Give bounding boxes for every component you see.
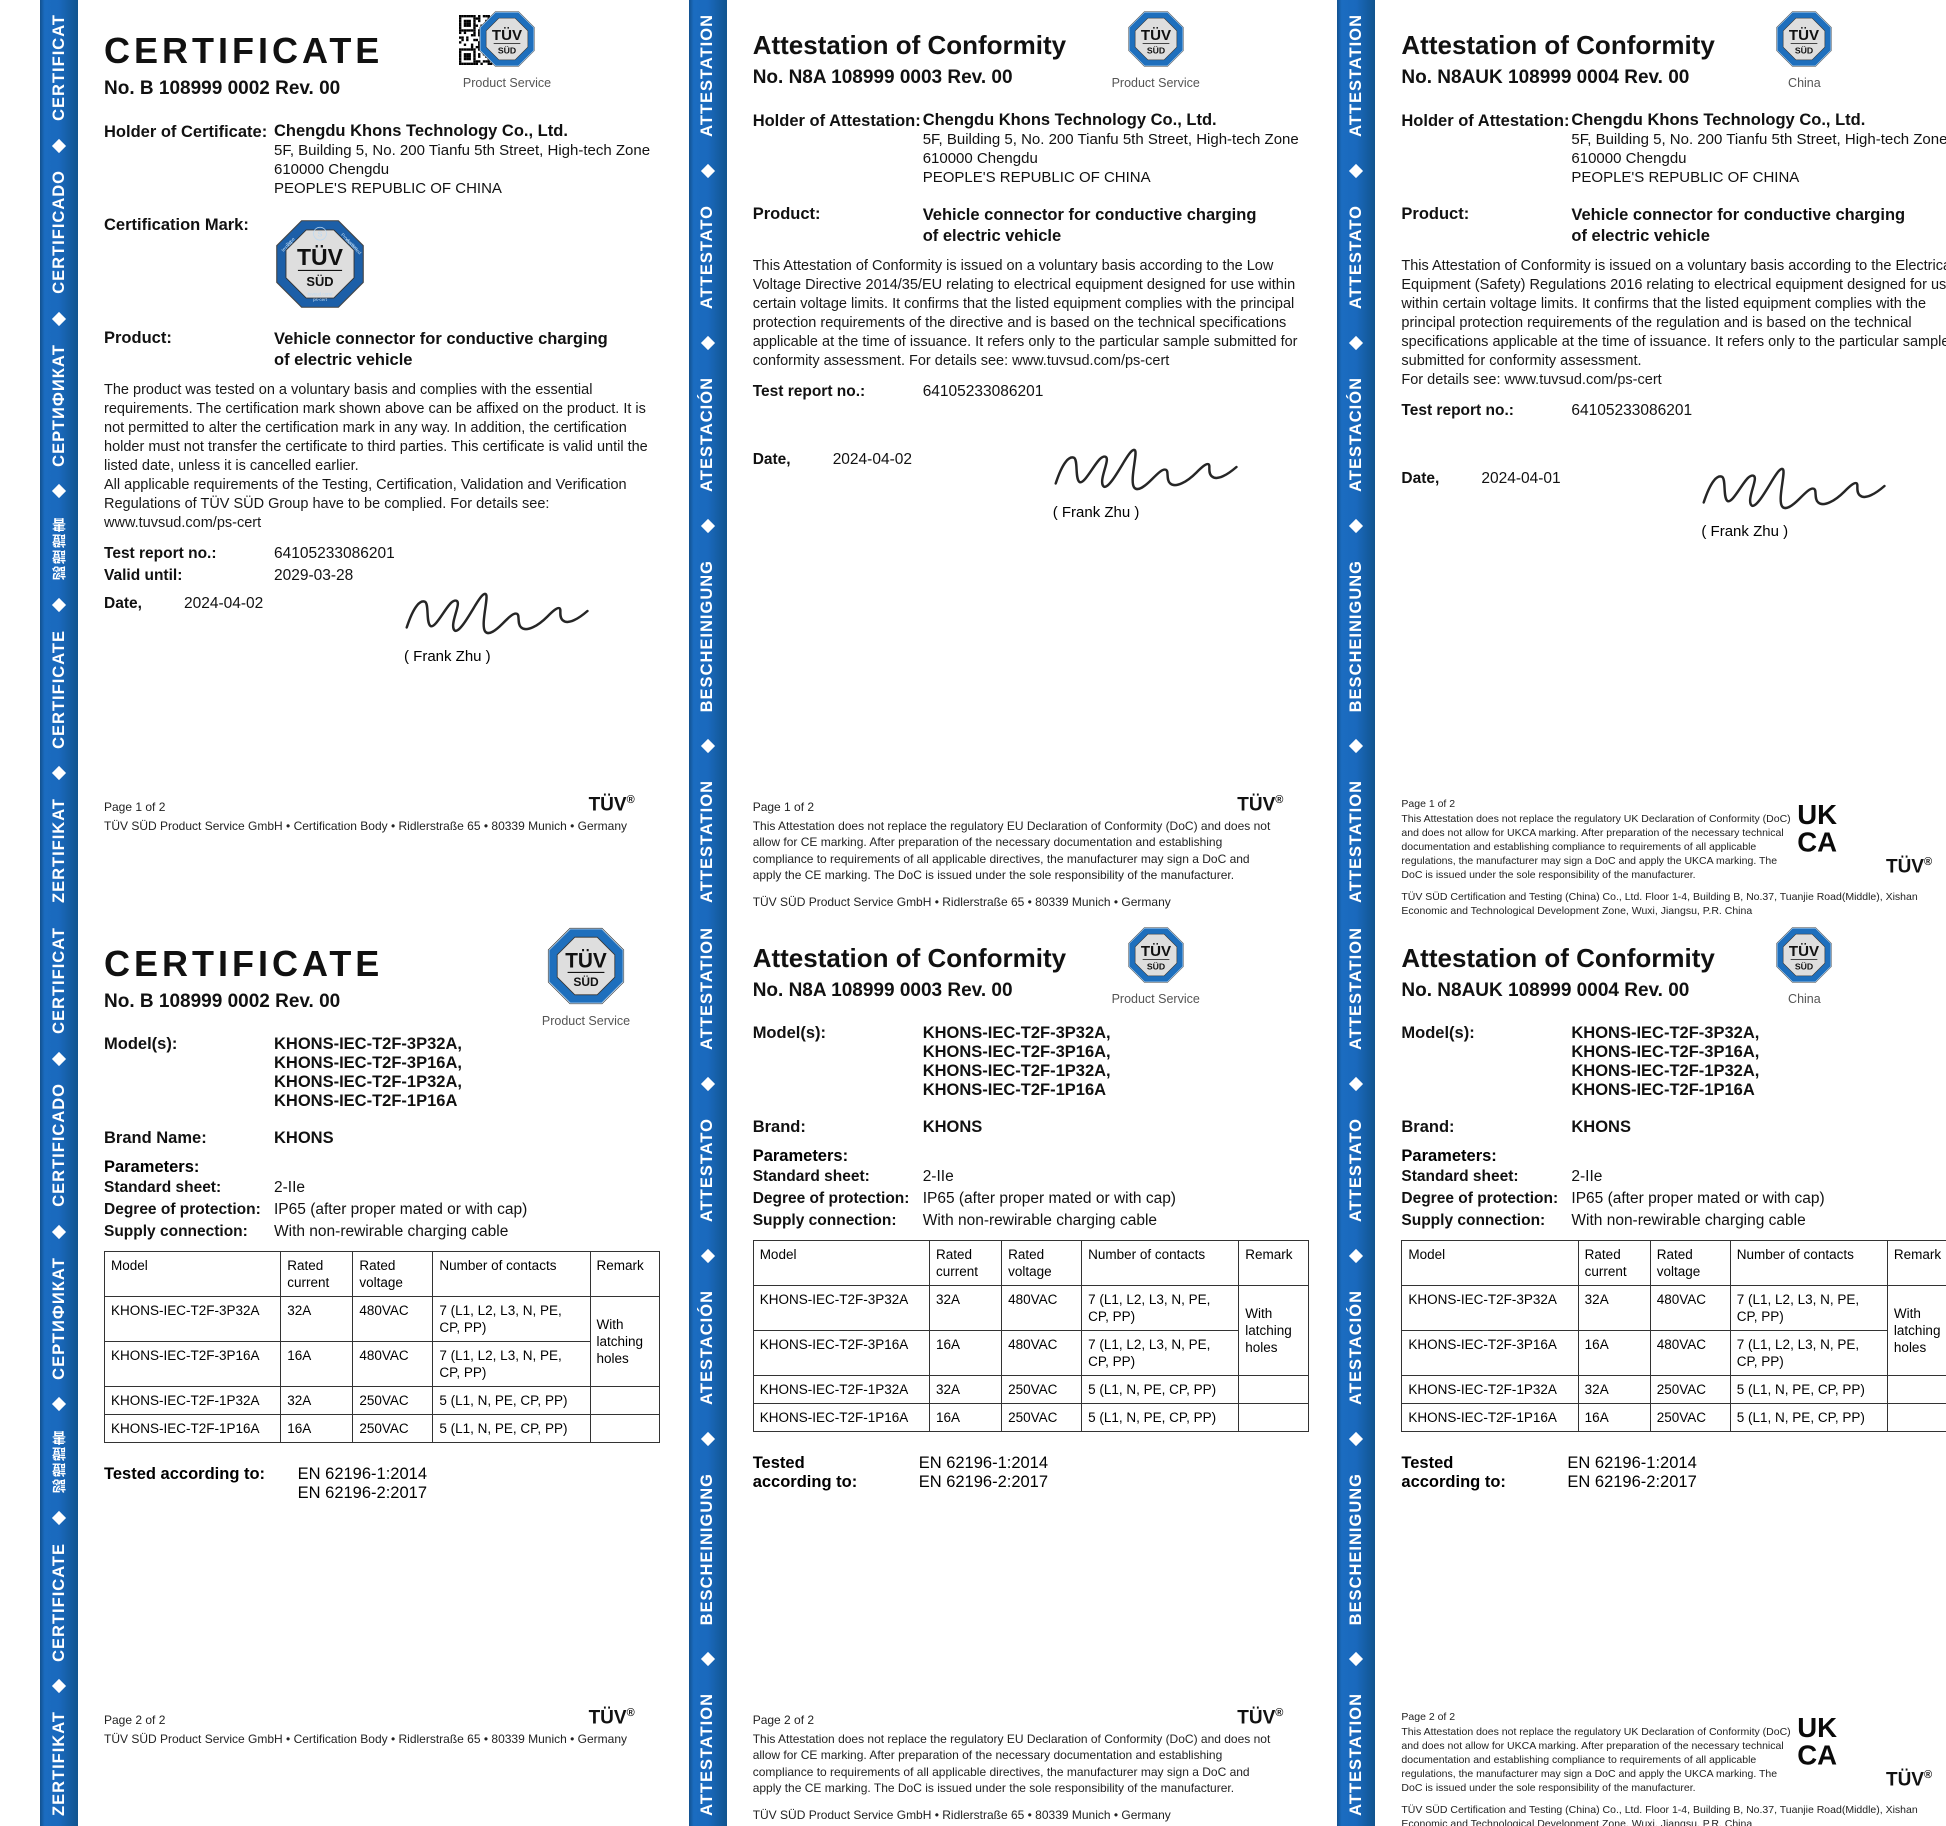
svg-text:UK: UK — [1798, 800, 1838, 830]
svg-text:UK: UK — [1798, 1713, 1838, 1743]
svg-text:CA: CA — [1798, 827, 1838, 854]
svg-text:CA: CA — [1798, 1740, 1838, 1767]
